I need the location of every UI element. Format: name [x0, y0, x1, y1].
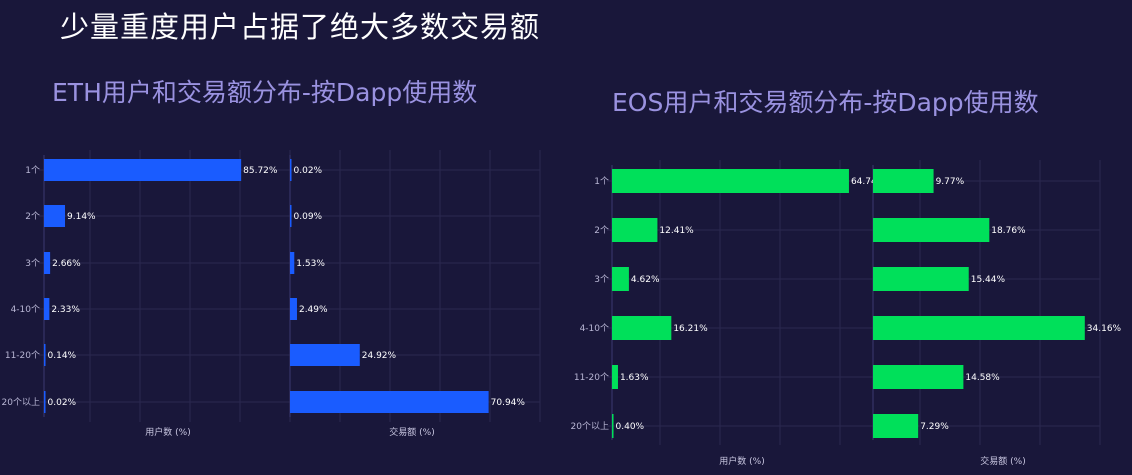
eos-axis-label: 用户数 (%) — [719, 455, 764, 467]
eos-bar — [612, 169, 849, 193]
eth-value-label: 0.02% — [294, 166, 323, 176]
eos-bar — [612, 365, 618, 389]
eos-value-label: 7.29% — [920, 422, 949, 432]
eos-bar — [612, 316, 672, 340]
eth-value-label: 2.49% — [299, 305, 328, 315]
eth-category-label: 4-10个 — [11, 304, 40, 315]
eos-bar — [873, 169, 934, 193]
eos-value-label: 34.16% — [1087, 324, 1122, 334]
eth-category-label: 3个 — [25, 258, 40, 269]
eth-category-label: 1个 — [25, 165, 40, 176]
eos-category-label: 1个 — [594, 176, 609, 187]
eth-value-label: 0.14% — [48, 351, 77, 361]
eth-value-label: 0.09% — [294, 212, 323, 222]
eth-chart-title: ETH用户和交易额分布-按Dapp使用数 — [52, 78, 478, 107]
eos-category-label: 11-20个 — [574, 372, 609, 383]
eth-bar — [44, 159, 242, 181]
eth-value-label: 85.72% — [243, 166, 278, 176]
eos-axis-label: 交易额 (%) — [980, 455, 1025, 467]
eth-bar — [44, 298, 50, 320]
eth-bar — [290, 298, 297, 320]
eos-bar — [612, 267, 629, 291]
eos-value-label: 12.41% — [659, 226, 694, 236]
eth-value-label: 0.02% — [48, 398, 77, 408]
eth-bar — [44, 391, 46, 413]
eos-value-label: 9.77% — [936, 177, 965, 187]
eth-axis-label: 交易额 (%) — [389, 426, 434, 438]
eos-bar — [873, 267, 969, 291]
eos-value-label: 0.40% — [616, 422, 645, 432]
eos-bar — [612, 218, 658, 242]
eos-category-label: 3个 — [594, 274, 609, 285]
eos-value-label: 1.63% — [620, 373, 649, 383]
eth-category-label: 20个以上 — [2, 397, 40, 408]
eth-value-label: 9.14% — [67, 212, 96, 222]
eth-category-label: 11-20个 — [5, 350, 40, 361]
eos-value-label: 64.74% — [851, 177, 886, 187]
eth-value-label: 70.94% — [491, 398, 526, 408]
eth-bar — [44, 252, 51, 274]
eth-value-label: 1.53% — [296, 259, 325, 269]
eth-value-label: 24.92% — [362, 351, 397, 361]
eos-bar — [873, 218, 990, 242]
eos-value-label: 4.62% — [631, 275, 660, 285]
eos-value-label: 18.76% — [991, 226, 1026, 236]
eth-bar — [290, 205, 292, 227]
eth-bar — [290, 344, 360, 366]
page-title: 少量重度用户占据了绝大多数交易额 — [60, 10, 541, 44]
eth-bar — [290, 252, 295, 274]
eos-bar — [612, 414, 614, 438]
eth-bar — [290, 159, 292, 181]
eth-value-label: 2.66% — [52, 259, 81, 269]
eth-category-label: 2个 — [25, 211, 40, 222]
eos-value-label: 14.58% — [965, 373, 1000, 383]
eos-bar — [873, 316, 1085, 340]
eth-bar — [44, 344, 46, 366]
eth-bar — [44, 205, 66, 227]
eos-category-label: 20个以上 — [571, 421, 609, 432]
eth-value-label: 2.33% — [51, 305, 80, 315]
eth-axis-label: 用户数 (%) — [145, 426, 190, 438]
eos-bar — [873, 365, 964, 389]
eos-category-label: 2个 — [594, 225, 609, 236]
eos-value-label: 15.44% — [971, 275, 1006, 285]
eos-value-label: 16.21% — [673, 324, 708, 334]
eth-bar — [290, 391, 489, 413]
eos-category-label: 4-10个 — [580, 323, 609, 334]
eos-bar — [873, 414, 919, 438]
eos-chart-title: EOS用户和交易额分布-按Dapp使用数 — [612, 88, 1039, 117]
